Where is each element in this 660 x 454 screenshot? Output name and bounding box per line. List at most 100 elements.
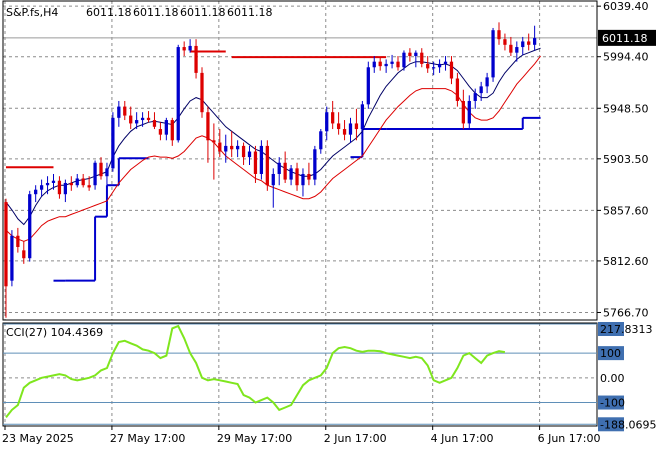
candle-body xyxy=(265,145,269,186)
time-tick-label: 2 Jun 17:00 xyxy=(324,432,387,445)
cci-tick-label: 100 xyxy=(600,347,621,360)
cci-title-label: CCI(27) 104.4369 xyxy=(6,326,103,339)
candle-body xyxy=(325,112,329,132)
candle-body xyxy=(230,145,234,150)
candle-body xyxy=(479,86,483,94)
candle-body xyxy=(93,162,97,186)
time-tick-label: 6 Jun 17:00 xyxy=(538,432,601,445)
candle-body xyxy=(75,178,79,186)
price-axis: 6039.40 5994.40 5948.50 5903.50 5857.60 5812.… xyxy=(597,0,649,319)
candle-body xyxy=(384,63,388,67)
candle-body xyxy=(241,145,246,158)
candle-body xyxy=(497,30,501,40)
candle-body xyxy=(390,61,394,64)
candle-body xyxy=(366,67,370,105)
cci-tick-box xyxy=(598,395,624,410)
candle-body xyxy=(443,61,448,64)
cci-tick-box-bg xyxy=(598,322,624,336)
candle-body xyxy=(354,123,359,130)
candle-body xyxy=(69,182,73,186)
candle-body xyxy=(420,52,424,64)
ohlc-low-label: 6011.18 xyxy=(180,6,226,19)
candle-body xyxy=(342,129,347,135)
candle-body xyxy=(105,168,109,177)
candle-body xyxy=(87,185,91,188)
candle-body xyxy=(503,39,507,45)
time-tick-label: 29 May 17:00 xyxy=(217,432,292,445)
candle-body xyxy=(408,52,412,57)
candle-body xyxy=(39,185,44,190)
candle-body xyxy=(188,45,192,51)
candle-body xyxy=(45,182,50,186)
price-tick-label: 5948.50 xyxy=(603,102,649,115)
candle-body xyxy=(57,180,62,195)
candle-body xyxy=(521,41,525,48)
candle-body xyxy=(117,106,121,118)
candle-body xyxy=(473,93,477,101)
candle-body xyxy=(455,78,460,101)
ohlc-close-label: 6011.18 xyxy=(227,6,273,19)
time-tick-label: 23 May 2025 xyxy=(2,432,74,445)
candle-body xyxy=(206,112,210,141)
candle-body xyxy=(235,145,240,150)
time-tick-label: 27 May 17:00 xyxy=(110,432,185,445)
cci-tick-label: -100 xyxy=(600,397,625,410)
price-tick-label: 6039.40 xyxy=(603,0,649,13)
candle-body xyxy=(152,120,157,127)
candle-body xyxy=(51,180,56,183)
candle-body xyxy=(336,123,341,130)
candle-body xyxy=(277,162,281,174)
candle-body xyxy=(467,100,471,124)
candle-body xyxy=(378,61,382,67)
candle-body xyxy=(123,106,127,116)
candle-body xyxy=(259,145,264,174)
candle-body xyxy=(200,72,204,113)
candle-body xyxy=(194,45,198,73)
candle-body xyxy=(414,52,418,57)
candle-body xyxy=(218,142,222,152)
candle-body xyxy=(10,235,14,281)
cci-tick-label: 217.8313 xyxy=(600,323,653,336)
grid xyxy=(3,1,597,426)
candle-body xyxy=(283,162,287,180)
candle-body xyxy=(527,41,531,45)
cci-panel-frame xyxy=(2,322,598,427)
candle-body xyxy=(319,131,323,150)
cci-tick-box-bg xyxy=(598,346,624,361)
cci-tick-box-bg xyxy=(598,417,624,432)
candle-body xyxy=(360,104,365,130)
candle-body xyxy=(146,117,151,121)
candle-body xyxy=(129,115,133,124)
candle-body xyxy=(396,61,400,68)
candle-body xyxy=(170,120,174,141)
price-tick-label: 5812.60 xyxy=(603,255,649,268)
candle-body xyxy=(491,30,495,78)
candle-body xyxy=(449,61,454,79)
candle-body xyxy=(515,47,519,53)
cci-tick-label: -188.0695 xyxy=(600,418,656,431)
candle-body xyxy=(63,182,68,195)
cci-tick-box xyxy=(598,346,624,361)
candle-body xyxy=(158,129,163,135)
ohlc-open-label: 6011.18 xyxy=(86,6,132,19)
candle-body xyxy=(16,235,20,247)
candle-body xyxy=(22,250,26,259)
candle-body xyxy=(28,194,32,259)
price-tick-label: 5903.50 xyxy=(603,153,649,166)
candle-body xyxy=(461,100,465,124)
candle-body xyxy=(307,173,311,180)
candle-body xyxy=(224,145,228,152)
candle-body xyxy=(509,44,513,53)
candle-body xyxy=(176,47,180,141)
candle-body xyxy=(81,178,85,186)
candle-body xyxy=(140,117,145,121)
main-panel-frame xyxy=(2,0,598,321)
ohlc-high-label: 6011.18 xyxy=(133,6,179,19)
cci-axis: 217.8313 100 0.00 -100 -188.0695 xyxy=(598,322,656,432)
symbol-label: S&P.fs,H4 xyxy=(6,6,58,19)
candle-body xyxy=(182,47,186,51)
cci-tick-box-bg xyxy=(598,395,624,410)
candle-body xyxy=(432,67,436,69)
